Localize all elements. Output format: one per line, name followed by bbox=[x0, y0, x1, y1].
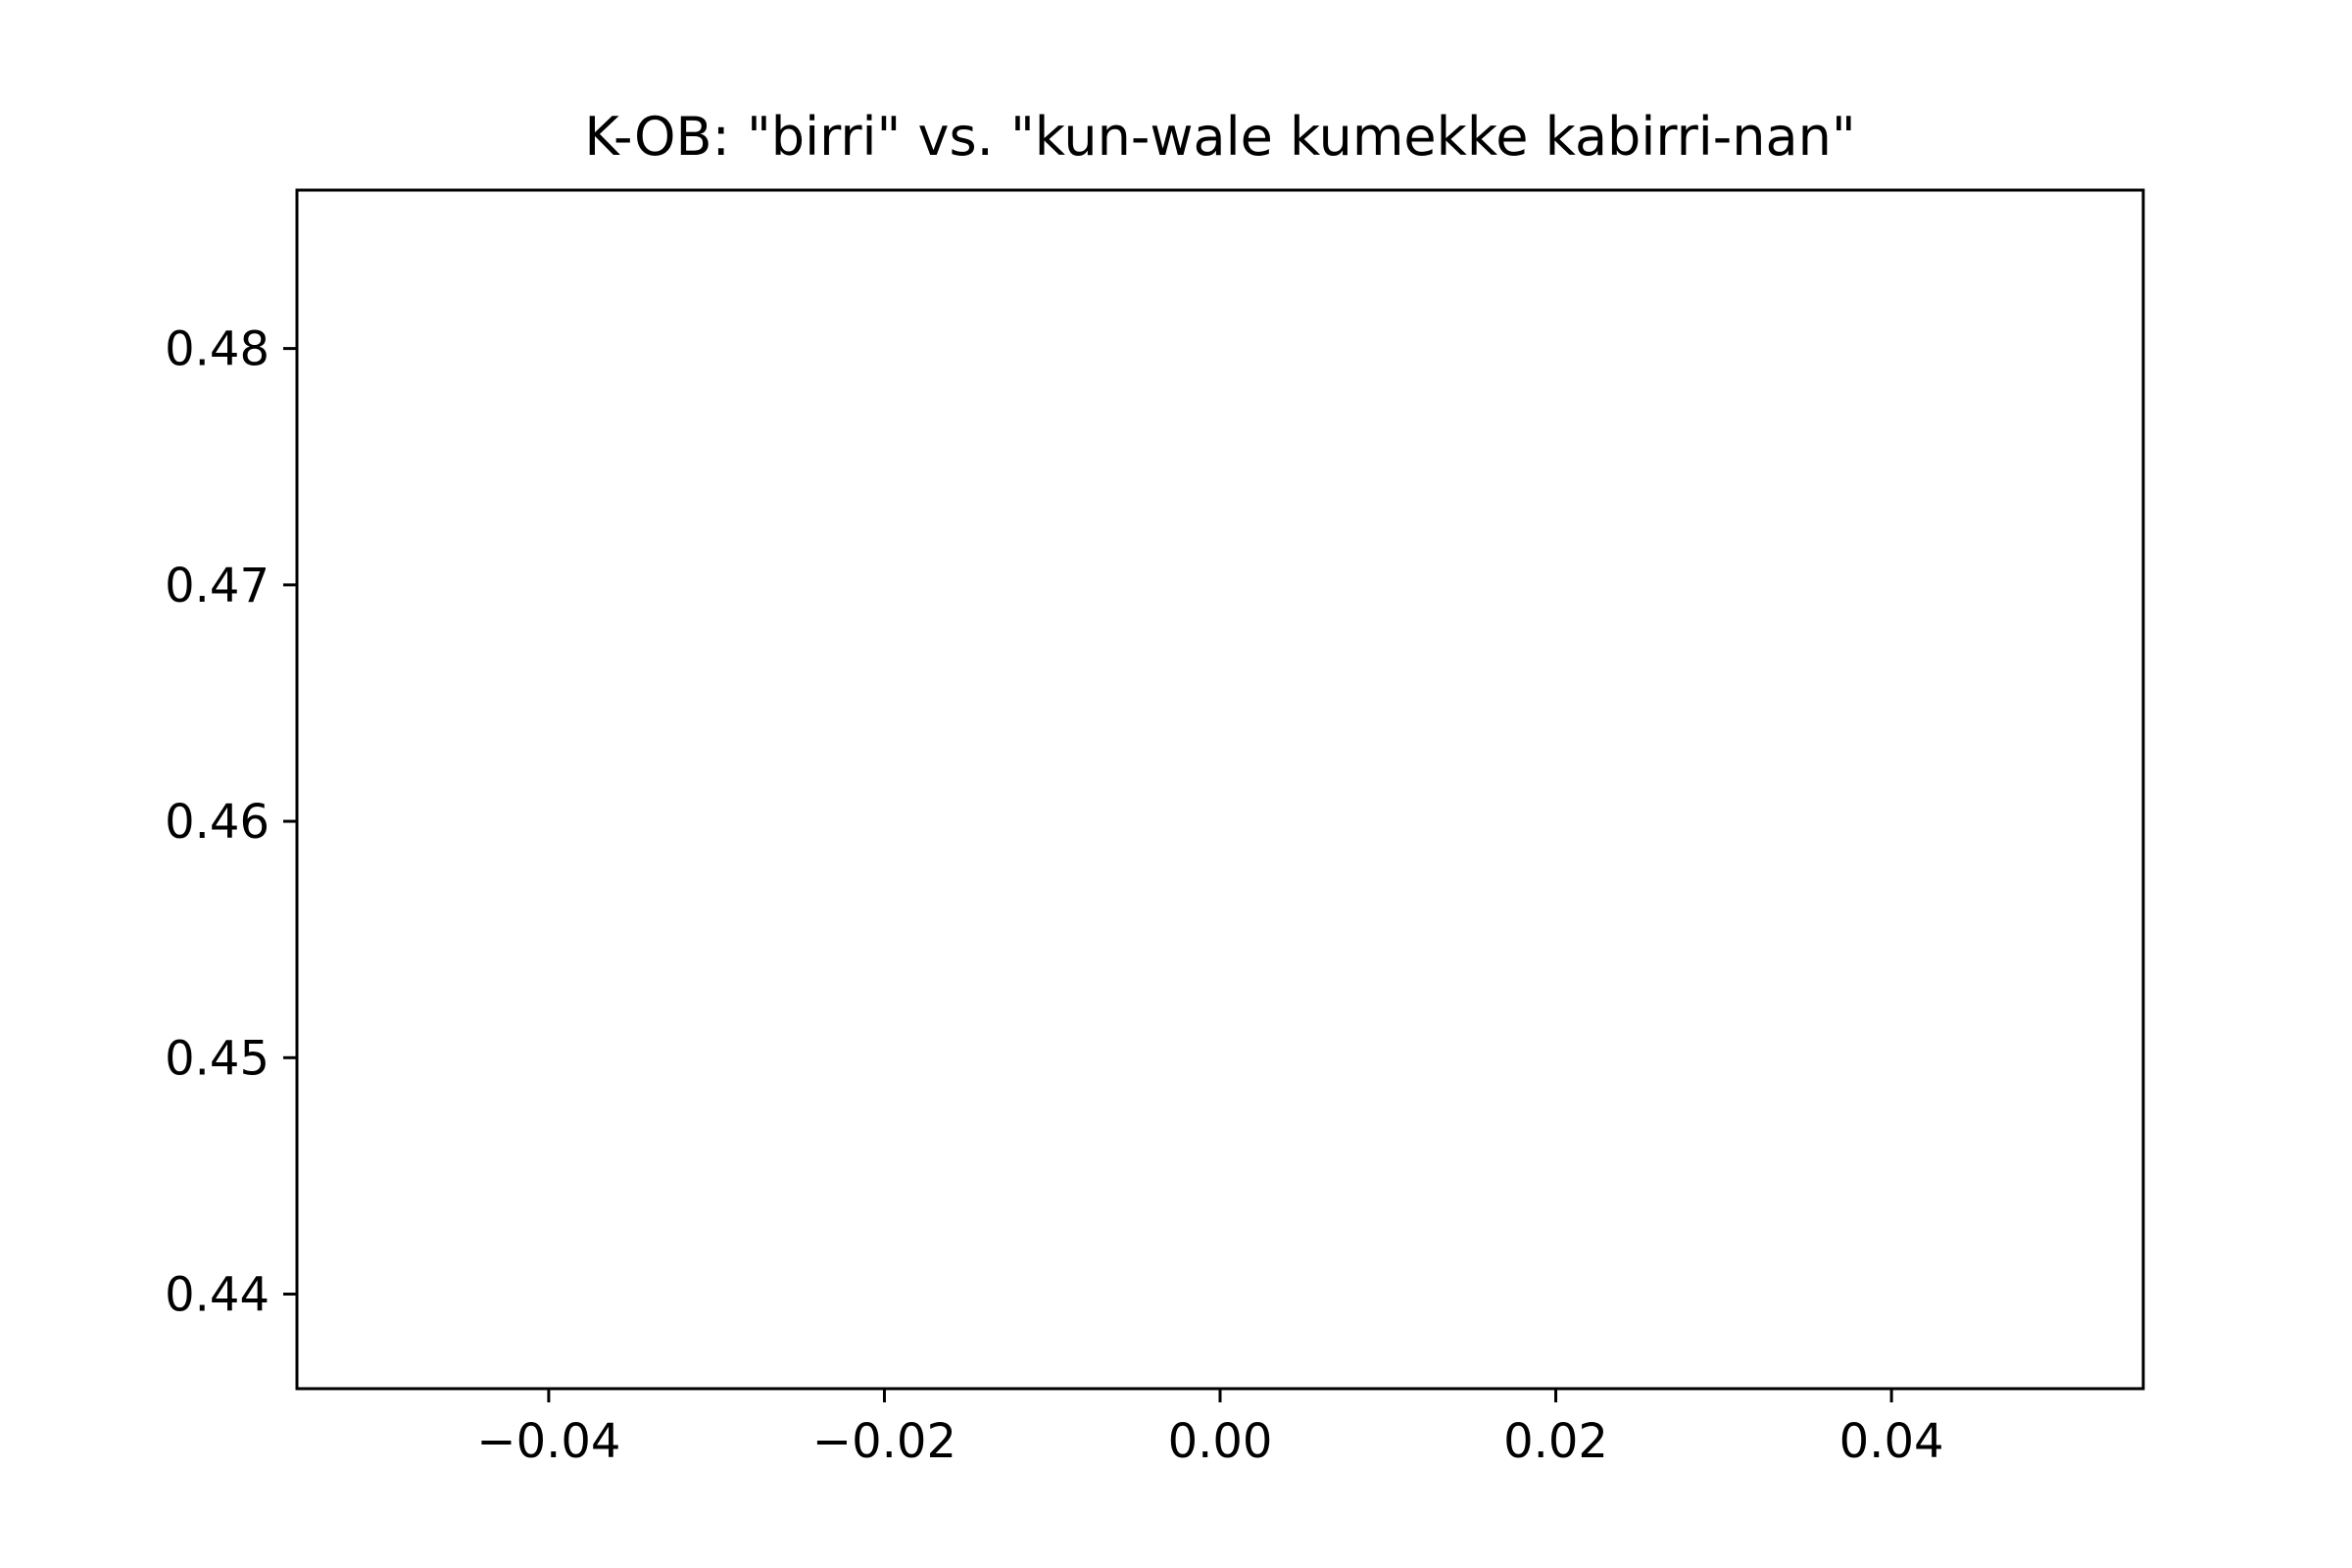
x-tick-label: −0.04 bbox=[476, 1414, 620, 1469]
x-tick-label: −0.02 bbox=[812, 1414, 956, 1469]
x-axis: −0.04 −0.02 0.00 0.02 0.04 bbox=[476, 1389, 1944, 1469]
x-tick-label: 0.04 bbox=[1839, 1414, 1944, 1469]
y-tick-label: 0.48 bbox=[165, 322, 270, 377]
x-tick-label: 0.00 bbox=[1168, 1414, 1273, 1469]
x-tick-label: 0.02 bbox=[1503, 1414, 1608, 1469]
y-tick-label: 0.44 bbox=[165, 1268, 270, 1323]
plot-area bbox=[295, 188, 2145, 1391]
chart-title: K-OB: "birri" vs. "kun-wale kumekke kabi… bbox=[584, 106, 1855, 168]
y-tick-label: 0.47 bbox=[165, 559, 270, 613]
y-axis: 0.44 0.45 0.46 0.47 0.48 bbox=[165, 322, 297, 1323]
y-tick-label: 0.45 bbox=[165, 1031, 270, 1086]
y-tick-label: 0.46 bbox=[165, 795, 270, 850]
